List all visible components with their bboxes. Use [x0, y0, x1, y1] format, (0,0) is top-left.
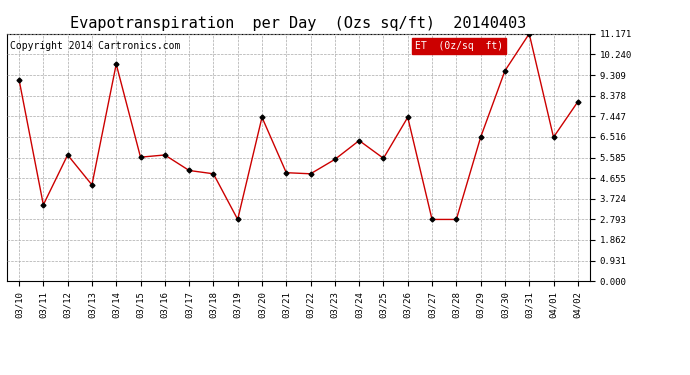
Text: Copyright 2014 Cartronics.com: Copyright 2014 Cartronics.com [10, 41, 180, 51]
Title: Evapotranspiration  per Day  (Ozs sq/ft)  20140403: Evapotranspiration per Day (Ozs sq/ft) 2… [70, 16, 526, 31]
Text: ET  (0z/sq  ft): ET (0z/sq ft) [415, 41, 503, 51]
